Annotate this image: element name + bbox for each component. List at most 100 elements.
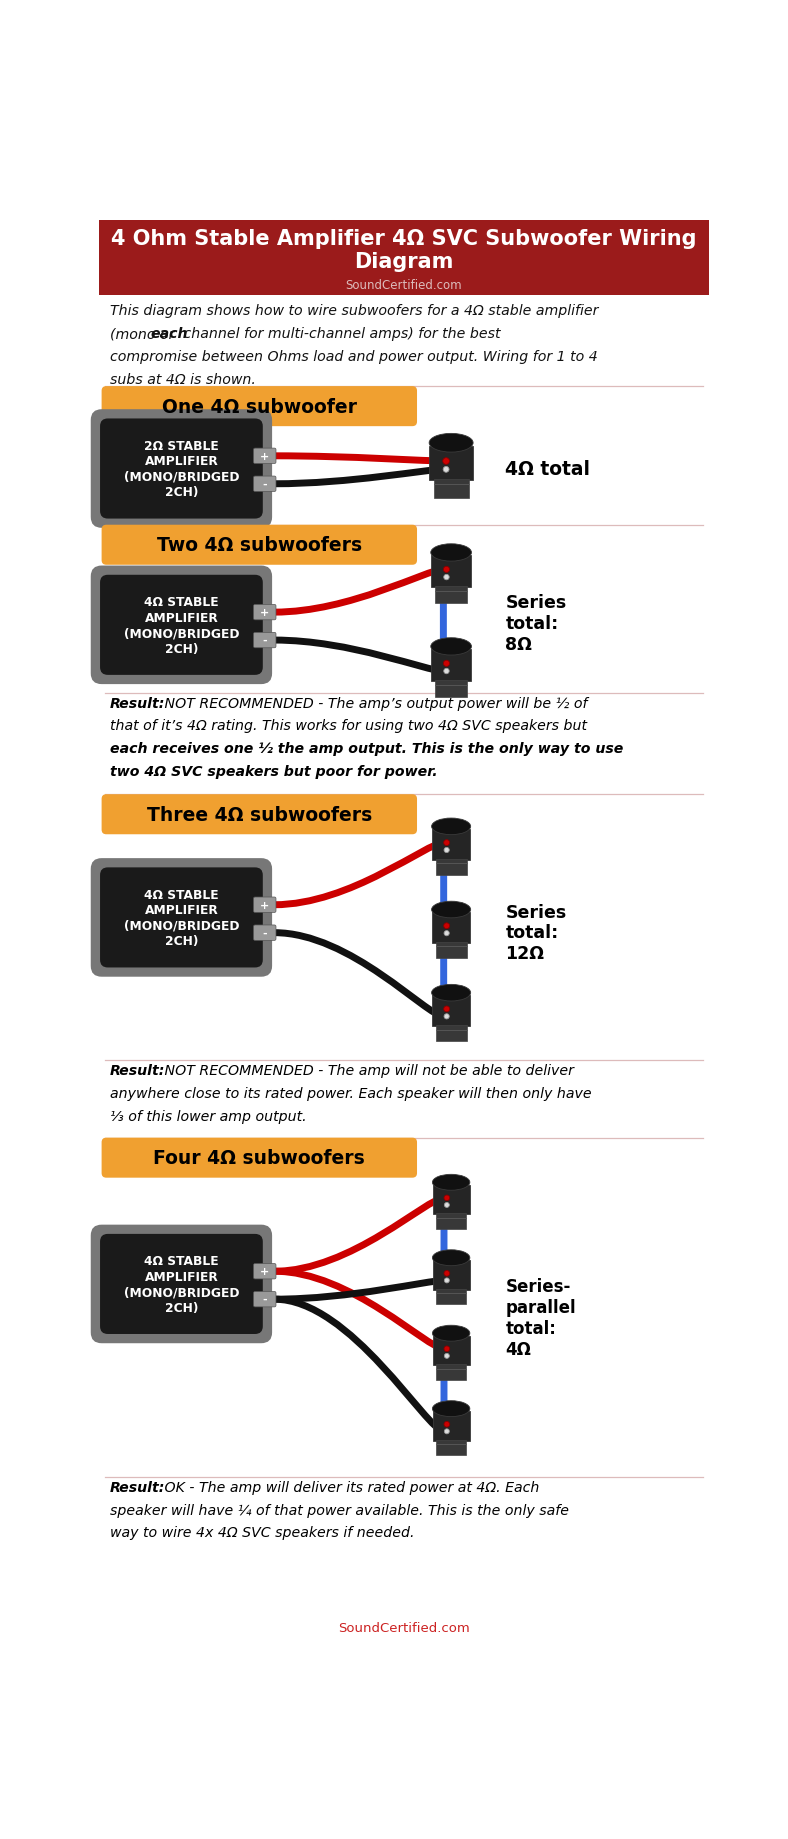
Text: Result:: Result: (110, 697, 165, 710)
Circle shape (444, 1195, 450, 1201)
Bar (435, 587, 467, 603)
FancyBboxPatch shape (254, 897, 276, 912)
Polygon shape (431, 649, 471, 682)
Circle shape (444, 931, 449, 936)
Bar (435, 680, 467, 697)
Circle shape (444, 1346, 450, 1352)
Text: Series
total:
12Ω: Series total: 12Ω (505, 903, 567, 962)
Text: Four 4Ω subwoofers: Four 4Ω subwoofers (154, 1149, 365, 1168)
Circle shape (443, 467, 449, 473)
Circle shape (444, 1203, 449, 1208)
FancyBboxPatch shape (254, 1291, 276, 1308)
Text: -: - (262, 480, 267, 489)
Polygon shape (433, 1184, 470, 1214)
Circle shape (443, 458, 449, 465)
Circle shape (444, 923, 450, 929)
Text: Series-
parallel
total:
4Ω: Series- parallel total: 4Ω (505, 1278, 576, 1357)
Circle shape (444, 566, 450, 574)
Text: ⅓ of this lower amp output.: ⅓ of this lower amp output. (110, 1109, 307, 1124)
Circle shape (444, 1013, 449, 1019)
Bar (98, 221, 709, 296)
Text: OK - The amp will deliver its rated power at 4Ω. Each: OK - The amp will deliver its rated powe… (160, 1480, 539, 1493)
FancyBboxPatch shape (254, 925, 276, 942)
Polygon shape (431, 555, 471, 588)
Text: Two 4Ω subwoofers: Two 4Ω subwoofers (157, 535, 362, 555)
Polygon shape (433, 1260, 470, 1289)
Text: 2Ω STABLE
AMPLIFIER
(MONO/BRIDGED
2CH): 2Ω STABLE AMPLIFIER (MONO/BRIDGED 2CH) (124, 440, 240, 498)
Text: 4Ω STABLE
AMPLIFIER
(MONO/BRIDGED
2CH): 4Ω STABLE AMPLIFIER (MONO/BRIDGED 2CH) (124, 888, 240, 947)
Text: that of it’s 4Ω rating. This works for using two 4Ω SVC speakers but: that of it’s 4Ω rating. This works for u… (110, 719, 587, 734)
Ellipse shape (429, 434, 473, 452)
FancyBboxPatch shape (254, 633, 276, 649)
Circle shape (444, 660, 450, 668)
Text: SoundCertified.com: SoundCertified.com (345, 280, 463, 292)
Polygon shape (433, 1411, 470, 1440)
Text: channel for multi-channel amps) for the best: channel for multi-channel amps) for the … (179, 327, 500, 340)
Text: +: + (260, 901, 269, 910)
FancyBboxPatch shape (91, 410, 272, 528)
Text: 4 Ohm Stable Amplifier 4Ω SVC Subwoofer Wiring
Diagram: 4 Ohm Stable Amplifier 4Ω SVC Subwoofer … (111, 230, 697, 272)
Circle shape (444, 840, 450, 846)
FancyBboxPatch shape (254, 1263, 276, 1280)
Bar (436, 859, 466, 875)
FancyBboxPatch shape (100, 1234, 263, 1335)
Circle shape (444, 1354, 449, 1359)
Bar (436, 1214, 466, 1228)
Bar (436, 1289, 466, 1306)
Text: 4Ω STABLE
AMPLIFIER
(MONO/BRIDGED
2CH): 4Ω STABLE AMPLIFIER (MONO/BRIDGED 2CH) (124, 596, 240, 655)
Text: -: - (262, 1295, 267, 1304)
Polygon shape (432, 912, 470, 943)
Text: Result:: Result: (110, 1480, 165, 1493)
Ellipse shape (433, 1326, 470, 1341)
FancyBboxPatch shape (100, 868, 263, 967)
Text: 4Ω STABLE
AMPLIFIER
(MONO/BRIDGED
2CH): 4Ω STABLE AMPLIFIER (MONO/BRIDGED 2CH) (124, 1254, 240, 1315)
Text: Result:: Result: (110, 1063, 165, 1078)
Bar (436, 1026, 466, 1043)
FancyBboxPatch shape (102, 526, 417, 565)
Circle shape (444, 1422, 450, 1427)
FancyBboxPatch shape (102, 386, 417, 427)
Ellipse shape (432, 986, 470, 1002)
FancyBboxPatch shape (254, 449, 276, 463)
Text: +: + (260, 607, 269, 618)
Text: -: - (262, 929, 267, 938)
Circle shape (444, 576, 449, 581)
Text: each: each (151, 327, 188, 340)
Text: SoundCertified.com: SoundCertified.com (338, 1620, 470, 1635)
FancyBboxPatch shape (102, 1138, 417, 1179)
Circle shape (444, 669, 449, 675)
Circle shape (444, 848, 449, 853)
Bar (433, 480, 469, 498)
Text: -: - (262, 636, 267, 645)
Text: each receives one ½ the amp output. This is the only way to use: each receives one ½ the amp output. This… (110, 741, 623, 756)
Polygon shape (429, 447, 473, 480)
Bar (436, 1440, 466, 1456)
Circle shape (444, 1429, 449, 1434)
Circle shape (444, 1278, 449, 1284)
FancyBboxPatch shape (100, 419, 263, 519)
Text: way to wire 4x 4Ω SVC speakers if needed.: way to wire 4x 4Ω SVC speakers if needed… (110, 1526, 414, 1539)
FancyBboxPatch shape (91, 1225, 272, 1344)
Text: One 4Ω subwoofer: One 4Ω subwoofer (162, 397, 357, 416)
Text: anywhere close to its rated power. Each speaker will then only have: anywhere close to its rated power. Each … (110, 1087, 592, 1100)
Text: compromise between Ohms load and power output. Wiring for 1 to 4: compromise between Ohms load and power o… (110, 349, 598, 364)
Ellipse shape (431, 544, 471, 561)
Text: NOT RECOMMENDED - The amp will not be able to deliver: NOT RECOMMENDED - The amp will not be ab… (160, 1063, 574, 1078)
Text: speaker will have ¼ of that power available. This is the only safe: speaker will have ¼ of that power availa… (110, 1502, 569, 1517)
Ellipse shape (431, 638, 471, 657)
Text: 4Ω total: 4Ω total (505, 460, 590, 478)
Ellipse shape (433, 1401, 470, 1416)
Ellipse shape (432, 818, 470, 835)
Ellipse shape (433, 1251, 470, 1265)
FancyBboxPatch shape (254, 476, 276, 493)
Text: NOT RECOMMENDED - The amp’s output power will be ½ of: NOT RECOMMENDED - The amp’s output power… (160, 697, 587, 710)
Polygon shape (432, 829, 470, 861)
Ellipse shape (433, 1175, 470, 1190)
Text: Three 4Ω subwoofers: Three 4Ω subwoofers (147, 805, 372, 824)
Polygon shape (433, 1335, 470, 1365)
Text: +: + (260, 1267, 269, 1276)
Circle shape (444, 1271, 450, 1276)
FancyBboxPatch shape (91, 859, 272, 977)
Text: +: + (260, 452, 269, 462)
Ellipse shape (432, 901, 470, 918)
